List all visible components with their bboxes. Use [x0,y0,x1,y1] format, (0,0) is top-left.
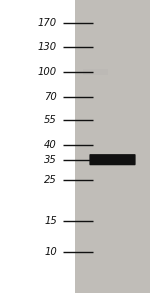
Text: 130: 130 [38,42,57,52]
Text: 170: 170 [38,18,57,28]
Text: 35: 35 [44,155,57,165]
Bar [0,0,75,293]
Text: 15: 15 [44,216,57,226]
FancyBboxPatch shape [89,154,136,165]
Bar [82,69,108,75]
Text: 70: 70 [44,92,57,102]
Text: 40: 40 [44,140,57,150]
Text: 55: 55 [44,115,57,125]
Text: 10: 10 [44,247,57,257]
Text: 100: 100 [38,67,57,77]
Bar [75,0,150,293]
Text: 25: 25 [44,175,57,185]
